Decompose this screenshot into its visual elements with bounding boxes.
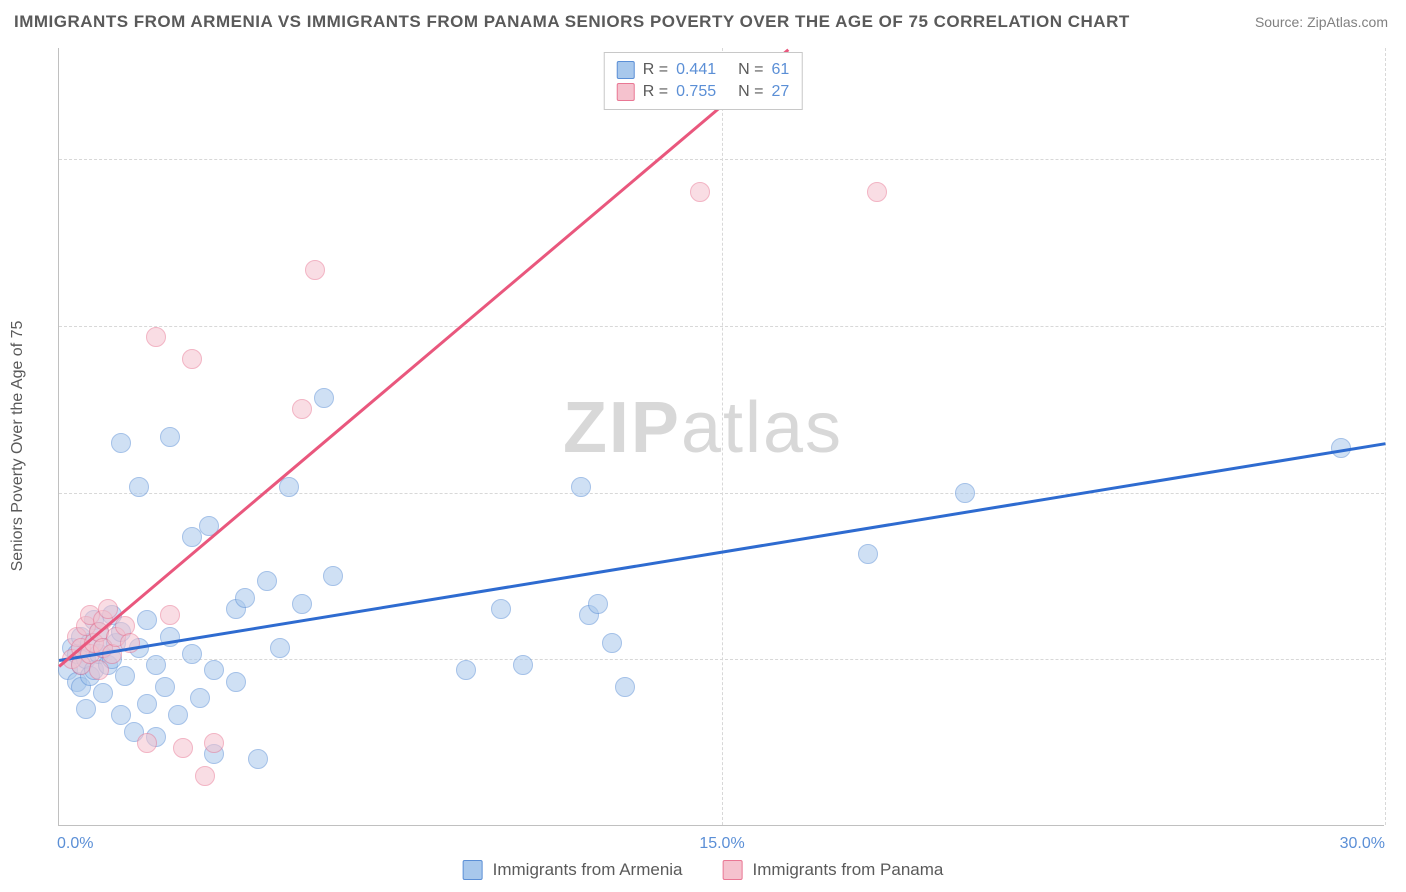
- x-tick-label: 0.0%: [57, 835, 93, 853]
- legend-r-label: R =: [643, 61, 668, 79]
- y-tick-label: 30.0%: [1394, 484, 1406, 502]
- scatter-point: [513, 655, 533, 675]
- scatter-point: [955, 483, 975, 503]
- scatter-point: [182, 349, 202, 369]
- scatter-point: [858, 544, 878, 564]
- scatter-point: [456, 660, 476, 680]
- y-tick-label: 15.0%: [1394, 650, 1406, 668]
- scatter-point: [76, 699, 96, 719]
- scatter-point: [292, 399, 312, 419]
- legend-swatch: [723, 860, 743, 880]
- legend-series-name: Immigrants from Panama: [753, 860, 944, 880]
- gridline-vertical: [722, 48, 723, 825]
- scatter-point: [270, 638, 290, 658]
- series-legend: Immigrants from Armenia Immigrants from P…: [463, 860, 944, 880]
- scatter-point: [571, 477, 591, 497]
- legend-r-value: 0.441: [676, 61, 716, 79]
- legend-n-value: 61: [771, 61, 789, 79]
- scatter-point: [305, 260, 325, 280]
- scatter-point: [867, 182, 887, 202]
- legend-n-label: N =: [738, 61, 763, 79]
- scatter-point: [314, 388, 334, 408]
- y-tick-label: 60.0%: [1394, 150, 1406, 168]
- scatter-point: [323, 566, 343, 586]
- scatter-point: [602, 633, 622, 653]
- source-label: Source: ZipAtlas.com: [1255, 14, 1388, 30]
- scatter-point: [204, 733, 224, 753]
- scatter-point: [160, 427, 180, 447]
- scatter-point: [690, 182, 710, 202]
- legend-item: Immigrants from Panama: [723, 860, 944, 880]
- scatter-point: [588, 594, 608, 614]
- y-axis-title: Seniors Poverty Over the Age of 75: [9, 321, 27, 572]
- legend-r-label: R =: [643, 83, 668, 101]
- scatter-point: [129, 477, 149, 497]
- scatter-point: [279, 477, 299, 497]
- scatter-point: [115, 666, 135, 686]
- scatter-point: [491, 599, 511, 619]
- scatter-point: [292, 594, 312, 614]
- scatter-point: [146, 655, 166, 675]
- legend-swatch: [463, 860, 483, 880]
- scatter-point: [182, 527, 202, 547]
- legend-r-value: 0.755: [676, 83, 716, 101]
- scatter-point: [137, 694, 157, 714]
- scatter-point: [93, 683, 113, 703]
- scatter-point: [160, 605, 180, 625]
- x-tick-label: 15.0%: [699, 835, 744, 853]
- correlation-legend: R = 0.441 N = 61 R = 0.755 N = 27: [604, 52, 803, 110]
- legend-series-name: Immigrants from Armenia: [493, 860, 683, 880]
- legend-row: R = 0.755 N = 27: [617, 81, 790, 103]
- chart-title: IMMIGRANTS FROM ARMENIA VS IMMIGRANTS FR…: [14, 12, 1130, 32]
- scatter-point: [137, 610, 157, 630]
- scatter-point: [226, 672, 246, 692]
- y-tick-label: 45.0%: [1394, 317, 1406, 335]
- gridline-vertical: [1385, 48, 1386, 825]
- scatter-point: [173, 738, 193, 758]
- trend-line: [58, 48, 789, 667]
- scatter-point: [190, 688, 210, 708]
- scatter-point: [204, 660, 224, 680]
- scatter-point: [615, 677, 635, 697]
- scatter-point: [89, 660, 109, 680]
- legend-item: Immigrants from Armenia: [463, 860, 683, 880]
- scatter-point: [111, 433, 131, 453]
- scatter-point: [137, 733, 157, 753]
- legend-swatch: [617, 83, 635, 101]
- plot-area: 15.0%30.0%45.0%60.0%0.0%15.0%30.0%: [58, 48, 1384, 826]
- scatter-point: [195, 766, 215, 786]
- scatter-point: [111, 705, 131, 725]
- scatter-point: [146, 327, 166, 347]
- legend-swatch: [617, 61, 635, 79]
- x-tick-label: 30.0%: [1340, 835, 1385, 853]
- scatter-point: [168, 705, 188, 725]
- scatter-point: [235, 588, 255, 608]
- scatter-point: [257, 571, 277, 591]
- legend-row: R = 0.441 N = 61: [617, 59, 790, 81]
- legend-n-value: 27: [771, 83, 789, 101]
- legend-n-label: N =: [738, 83, 763, 101]
- scatter-point: [248, 749, 268, 769]
- scatter-point: [182, 644, 202, 664]
- scatter-point: [155, 677, 175, 697]
